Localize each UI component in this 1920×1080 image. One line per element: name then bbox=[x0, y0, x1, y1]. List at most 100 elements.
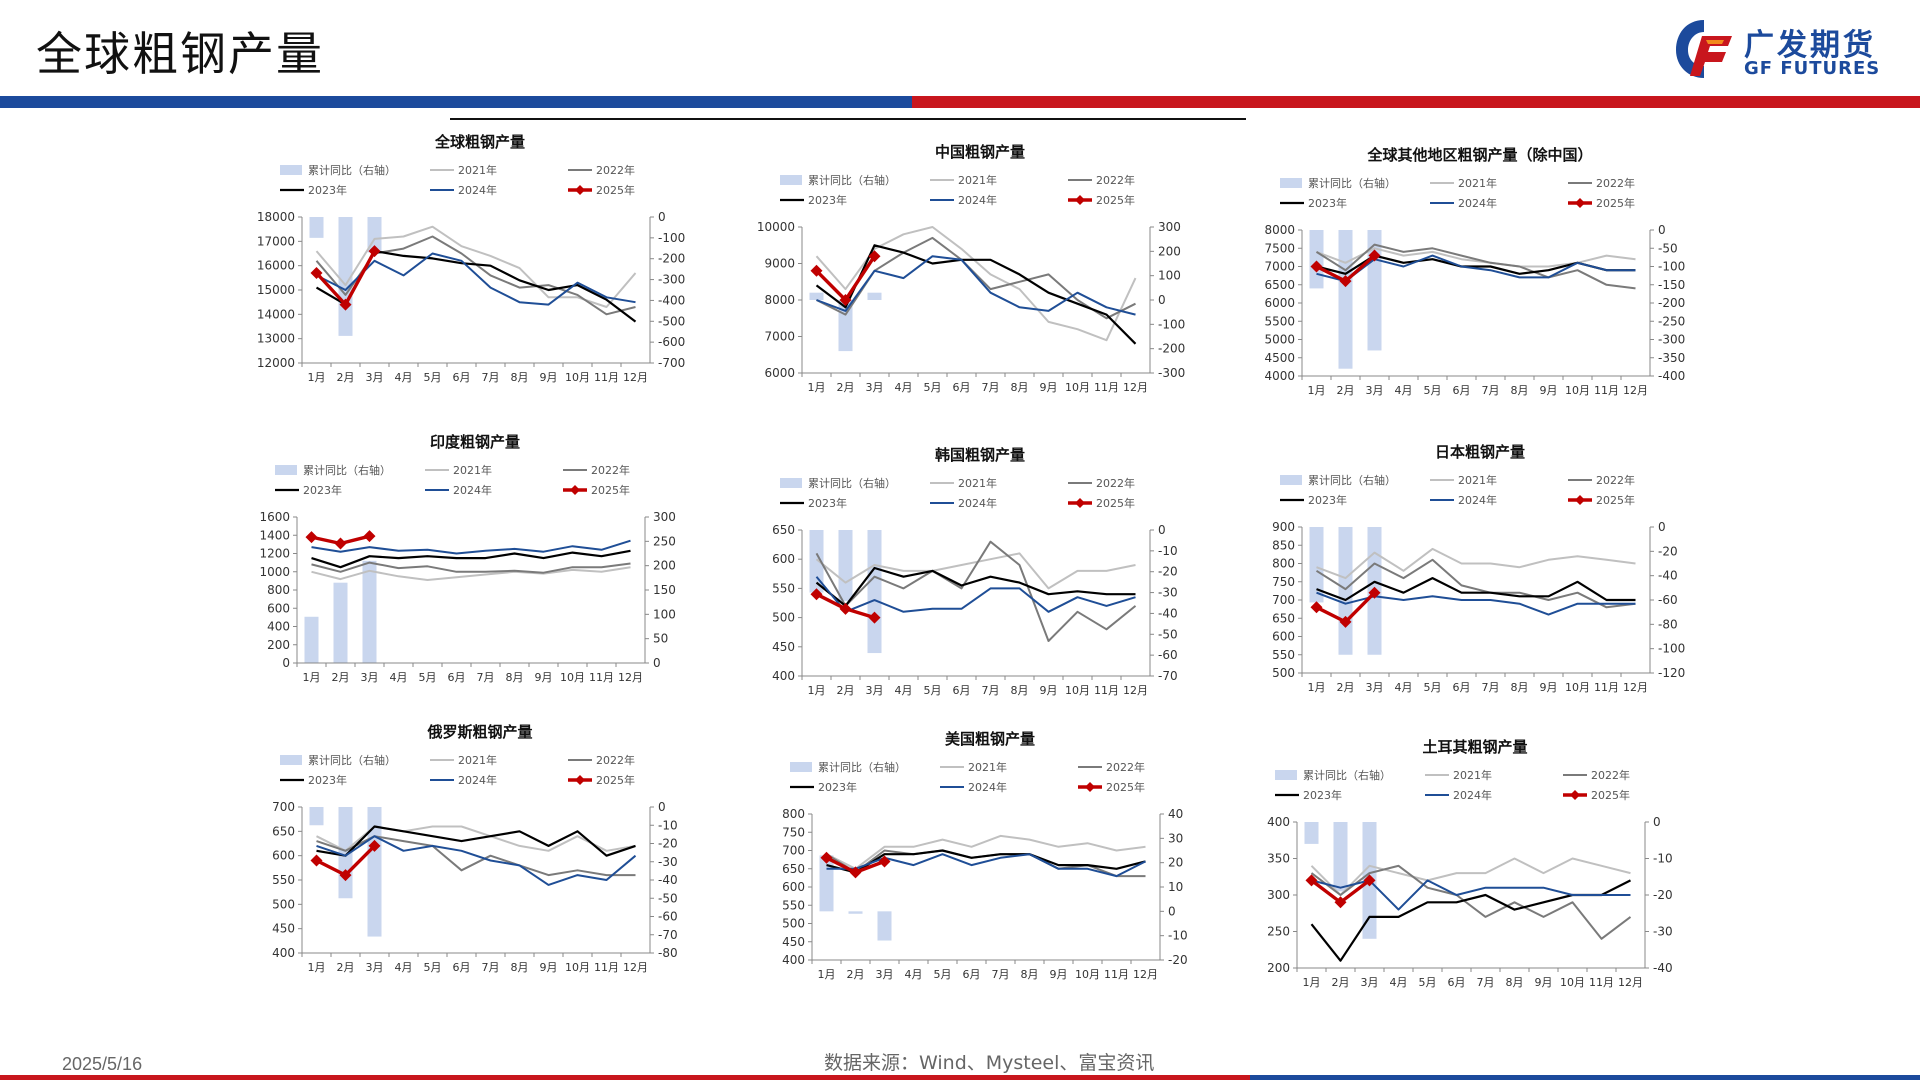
legend-label: 累计同比（右轴） bbox=[1308, 176, 1396, 190]
x-tick-label: 8月 bbox=[1511, 681, 1529, 694]
chart-rest-of-world-steel: 全球其他地区粗钢产量（除中国） 累计同比（右轴） 2021年 2022年 2023年 20… bbox=[1264, 146, 1685, 397]
y-tick-label: 650 bbox=[782, 862, 805, 876]
y-tick-label: 700 bbox=[782, 844, 805, 858]
legend-marker-diamond bbox=[1575, 495, 1585, 505]
chart-title: 日本粗钢产量 bbox=[1435, 443, 1525, 461]
x-tick-label: 7月 bbox=[982, 381, 1000, 394]
y-tick-label: 12000 bbox=[257, 356, 295, 370]
x-tick-label: 5月 bbox=[924, 684, 942, 697]
bar-cumulative-yoy bbox=[1309, 230, 1324, 289]
y2-tick-label: 0 bbox=[653, 656, 661, 670]
y2-tick-label: 0 bbox=[1658, 520, 1666, 534]
y2-tick-label: -40 bbox=[1658, 569, 1678, 583]
y-tick-label: 200 bbox=[1267, 961, 1290, 975]
x-tick-label: 3月 bbox=[866, 381, 884, 394]
series-line-2023年 bbox=[316, 825, 636, 857]
bar-cumulative-yoy bbox=[333, 582, 348, 663]
point-2025 bbox=[1339, 275, 1352, 288]
series-line-2021年 bbox=[1316, 547, 1636, 580]
x-tick-label: 12月 bbox=[1133, 968, 1158, 981]
y-tick-label: 7000 bbox=[1264, 260, 1295, 274]
y-tick-label: 600 bbox=[267, 601, 290, 615]
legend-label: 2025年 bbox=[1106, 780, 1145, 794]
footer-source: 数据来源：Wind、Mysteel、富宝资讯 bbox=[824, 1052, 1155, 1074]
point-2025 bbox=[1305, 874, 1318, 887]
logo-text-cn: 广发期货 bbox=[1744, 28, 1876, 63]
series-line-2021年 bbox=[815, 552, 1136, 590]
chart-title: 美国粗钢产量 bbox=[945, 730, 1035, 748]
y2-tick-label: 150 bbox=[653, 583, 676, 597]
series-line-2024年 bbox=[815, 576, 1136, 613]
point-2025 bbox=[1368, 586, 1381, 599]
x-tick-label: 6月 bbox=[1453, 681, 1471, 694]
x-tick-label: 2月 bbox=[847, 968, 865, 981]
y2-tick-label: 0 bbox=[658, 210, 666, 224]
bar-cumulative-yoy bbox=[867, 530, 882, 654]
series-line-2021年 bbox=[1316, 247, 1636, 268]
x-tick-label: 12月 bbox=[1618, 976, 1643, 989]
y-tick-label: 600 bbox=[772, 552, 795, 566]
y-tick-label: 750 bbox=[782, 825, 805, 839]
series-line-2021年 bbox=[826, 834, 1146, 870]
legend-label: 2025年 bbox=[1596, 493, 1635, 507]
series-line-2024年 bbox=[816, 255, 1136, 316]
legend-swatch-bar bbox=[1280, 178, 1302, 188]
y-tick-label: 450 bbox=[772, 640, 795, 654]
chart-title: 全球粗钢产量 bbox=[434, 133, 525, 151]
x-tick-label: 6月 bbox=[1448, 976, 1466, 989]
series-line-2023年 bbox=[1310, 879, 1631, 962]
y-tick-label: 800 bbox=[267, 583, 290, 597]
point-2025 bbox=[305, 531, 318, 544]
x-tick-label: 7月 bbox=[482, 961, 500, 974]
y-tick-label: 450 bbox=[272, 922, 295, 936]
x-tick-label: 11月 bbox=[1594, 681, 1619, 694]
y-tick-label: 400 bbox=[272, 946, 295, 960]
x-tick-label: 6月 bbox=[448, 671, 466, 684]
y-tick-label: 350 bbox=[1267, 852, 1290, 866]
bar-cumulative-yoy bbox=[362, 560, 377, 663]
series-line-2022年 bbox=[1310, 864, 1632, 940]
bar-cumulative-yoy bbox=[838, 530, 853, 601]
x-tick-label: 3月 bbox=[866, 684, 884, 697]
y2-tick-label: -80 bbox=[658, 946, 678, 960]
y-tick-label: 10000 bbox=[757, 220, 795, 234]
bar-cumulative-yoy bbox=[867, 292, 882, 300]
x-tick-label: 3月 bbox=[1366, 384, 1384, 397]
series-line-2023年 bbox=[315, 249, 637, 323]
bar-cumulative-yoy bbox=[1333, 822, 1348, 892]
y2-tick-label: 100 bbox=[1158, 269, 1181, 283]
y2-tick-label: -20 bbox=[658, 837, 678, 851]
y2-tick-label: -20 bbox=[1158, 565, 1178, 579]
header-band-red bbox=[912, 96, 1920, 108]
top-divider-line bbox=[450, 118, 1246, 120]
x-tick-label: 11月 bbox=[1104, 968, 1129, 981]
x-tick-label: 4月 bbox=[390, 671, 408, 684]
y-tick-label: 650 bbox=[272, 824, 295, 838]
series-line-2023年 bbox=[815, 566, 1136, 607]
y2-tick-label: -60 bbox=[658, 910, 678, 924]
x-tick-label: 12月 bbox=[618, 671, 643, 684]
y2-tick-label: 40 bbox=[1168, 807, 1183, 821]
point-2025 bbox=[868, 250, 881, 263]
x-tick-label: 6月 bbox=[963, 968, 981, 981]
y2-tick-label: 0 bbox=[1158, 523, 1166, 537]
y2-tick-label: -20 bbox=[1658, 544, 1678, 558]
point-2025 bbox=[339, 298, 352, 311]
y2-tick-label: -10 bbox=[1158, 544, 1178, 558]
legend-label: 2022年 bbox=[1096, 173, 1135, 187]
y2-tick-label: 0 bbox=[658, 800, 666, 814]
x-tick-label: 9月 bbox=[1540, 384, 1558, 397]
legend-label: 2021年 bbox=[958, 173, 997, 187]
legend-label: 2022年 bbox=[1591, 768, 1630, 782]
x-tick-label: 6月 bbox=[953, 381, 971, 394]
x-tick-label: 7月 bbox=[482, 371, 500, 384]
y2-tick-label: -700 bbox=[658, 356, 685, 370]
y-tick-label: 500 bbox=[782, 917, 805, 931]
point-2025 bbox=[1368, 249, 1381, 262]
y2-tick-label: -50 bbox=[1158, 627, 1178, 641]
y-tick-label: 550 bbox=[272, 873, 295, 887]
x-tick-label: 7月 bbox=[982, 684, 1000, 697]
point-2025 bbox=[868, 611, 881, 624]
x-tick-label: 10月 bbox=[565, 961, 590, 974]
